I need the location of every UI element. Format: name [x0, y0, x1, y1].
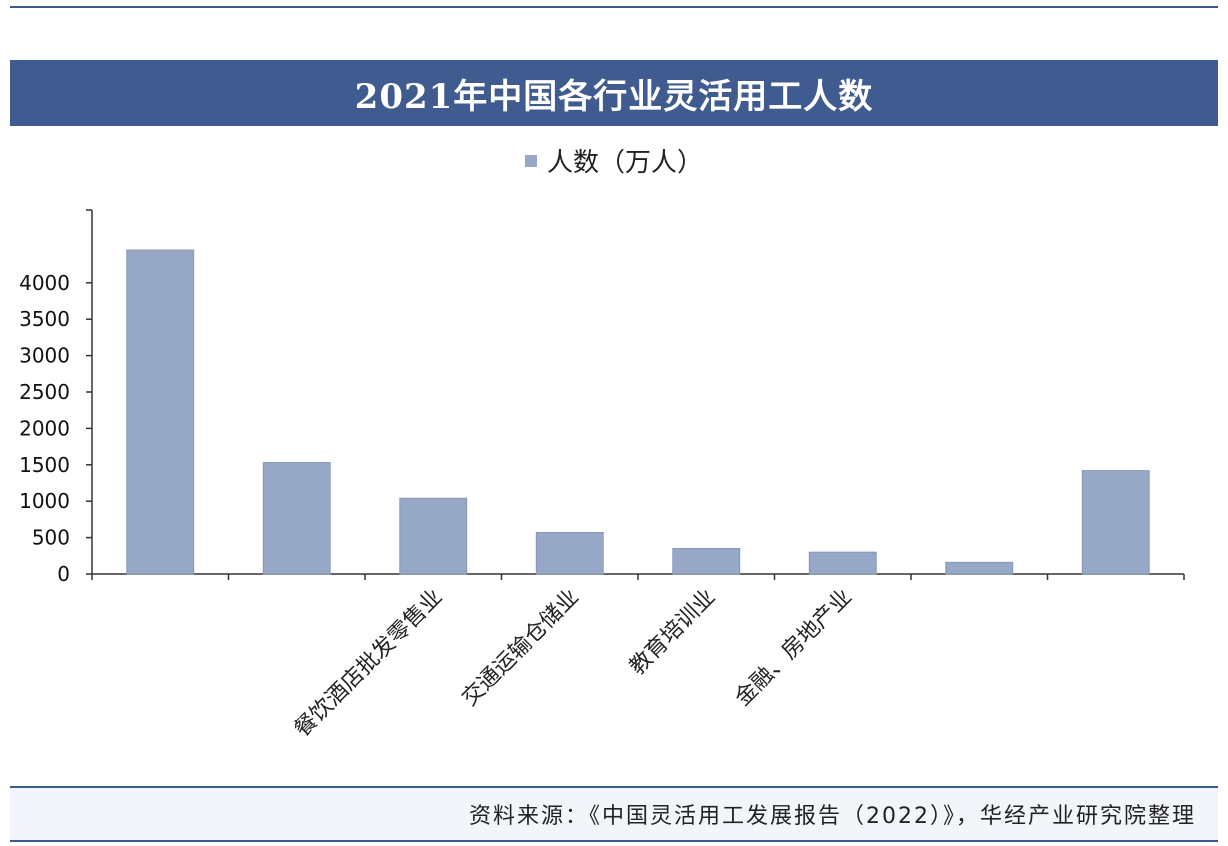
bar [126, 249, 195, 575]
x-category-label: 交通运输仓储业 [457, 585, 584, 712]
x-category-label: 金融、房地产业 [730, 585, 857, 712]
legend-swatch [524, 154, 537, 167]
source-footer: 资料来源：《中国灵活用工发展报告（2022）》，华经产业研究院整理 [10, 786, 1218, 840]
y-tick-label: 2000 [19, 416, 70, 440]
top-rule [10, 6, 1218, 8]
bar [399, 497, 468, 575]
y-tick-label: 500 [32, 526, 70, 550]
y-tick-label: 1000 [19, 489, 70, 513]
x-category-label: 餐饮酒店批发零售业 [290, 585, 448, 743]
y-tick-label: 3000 [19, 344, 70, 368]
source-text: 资料来源：《中国灵活用工发展报告（2022）》，华经产业研究院整理 [469, 804, 1196, 829]
legend: 人数（万人） [0, 142, 1228, 179]
bar [262, 462, 331, 575]
y-tick-label: 3500 [19, 307, 70, 331]
x-category-label: 教育培训业 [625, 585, 720, 680]
title-bar: 2021年中国各行业灵活用工人数 [10, 60, 1218, 126]
y-tick-label: 1500 [19, 453, 70, 477]
y-tick-label: 2500 [19, 380, 70, 404]
bar [808, 551, 877, 575]
chart-title: 2021年中国各行业灵活用工人数 [354, 76, 874, 117]
bar-chart: 0 500 1000 1500 2000 2500 3000 3500 4000 餐饮酒店批发零售… [19, 209, 1185, 743]
legend-label: 人数（万人） [546, 148, 703, 178]
bar [535, 532, 604, 575]
bar [1081, 470, 1150, 575]
bottom-rule [10, 840, 1218, 842]
y-tick-label: 0 [57, 562, 70, 586]
bar [945, 561, 1014, 575]
y-tick-label: 4000 [19, 271, 70, 295]
bar [672, 548, 741, 575]
